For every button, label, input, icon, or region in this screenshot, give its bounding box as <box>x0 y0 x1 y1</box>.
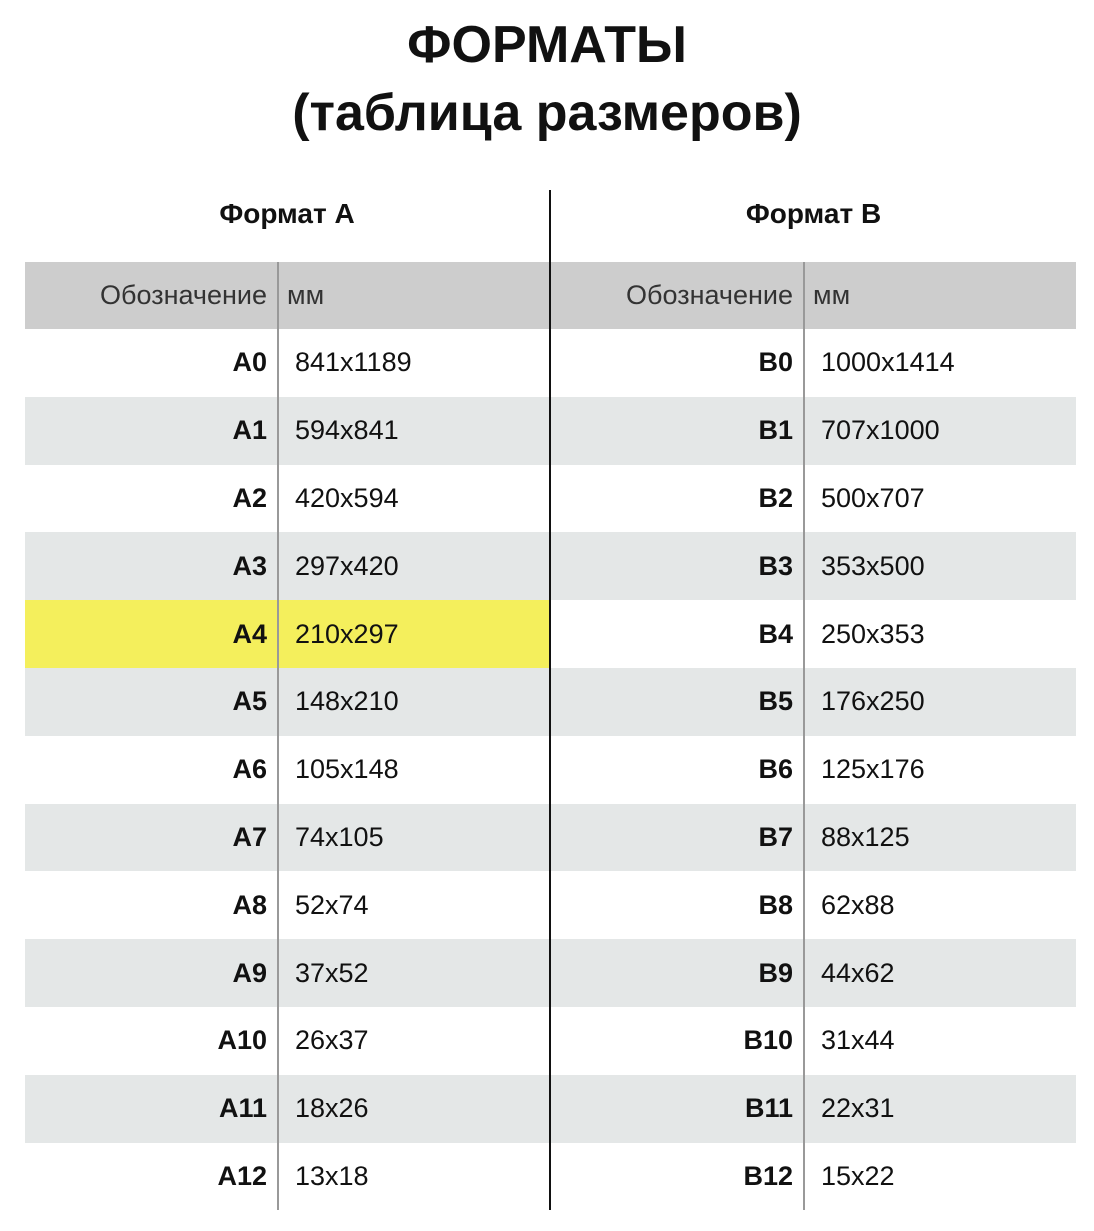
format-name: B1 <box>758 415 793 446</box>
table-row: A8 52x74 <box>25 871 549 940</box>
format-size: 26x37 <box>277 1006 369 1075</box>
format-name: A4 <box>232 618 267 649</box>
format-size: 210x297 <box>277 600 399 668</box>
format-name: B12 <box>743 1160 793 1191</box>
table-row: B11 22x31 <box>551 1074 1076 1143</box>
format-size: 52x74 <box>277 871 369 940</box>
format-size: 88x125 <box>803 803 910 872</box>
format-name: A10 <box>217 1025 267 1056</box>
format-size: 707x1000 <box>803 396 940 465</box>
format-name: B10 <box>743 1025 793 1056</box>
format-size: 125x176 <box>803 735 925 804</box>
header-mm: мм <box>803 262 850 329</box>
table-row: B4 250x353 <box>551 600 1076 668</box>
format-name: A3 <box>232 550 267 581</box>
format-name: A12 <box>217 1160 267 1191</box>
format-size: 297x420 <box>277 532 399 601</box>
table-row: B8 62x88 <box>551 871 1076 940</box>
table-row: B10 31x44 <box>551 1006 1076 1075</box>
format-size: 420x594 <box>277 464 399 533</box>
table-divider <box>549 190 551 1210</box>
table-row: B5 176x250 <box>551 667 1076 736</box>
table-row: B9 44x62 <box>551 939 1076 1007</box>
table-row: A3 297x420 <box>25 532 549 601</box>
table-row: B3 353x500 <box>551 532 1076 601</box>
table-row: A7 74x105 <box>25 803 549 872</box>
table-row: A11 18x26 <box>25 1074 549 1143</box>
format-name: B5 <box>758 686 793 717</box>
table-row: B12 15x22 <box>551 1142 1076 1211</box>
format-name: A1 <box>232 415 267 446</box>
table-row: A5 148x210 <box>25 667 549 736</box>
format-name: B6 <box>758 754 793 785</box>
table-row: A10 26x37 <box>25 1006 549 1075</box>
page-title: ФОРМАТЫ <box>407 16 687 74</box>
format-name: A7 <box>232 821 267 852</box>
format-size: 594x841 <box>277 396 399 465</box>
format-size: 62x88 <box>803 871 895 940</box>
table-row: A12 13x18 <box>25 1142 549 1211</box>
table-caption: Формат А <box>219 198 355 229</box>
format-size: 37x52 <box>277 939 369 1007</box>
format-name: B3 <box>758 550 793 581</box>
table-row: A2 420x594 <box>25 464 549 533</box>
table-row: B6 125x176 <box>551 735 1076 804</box>
page-subtitle: (таблица размеров) <box>292 84 802 142</box>
table-row: B0 1000x1414 <box>551 329 1076 397</box>
format-size: 353x500 <box>803 532 925 601</box>
format-size: 44x62 <box>803 939 895 1007</box>
format-size: 841x1189 <box>277 329 412 397</box>
format-size: 105x148 <box>277 735 399 804</box>
header-designation: Обозначение <box>100 280 267 310</box>
table-row: B1 707x1000 <box>551 396 1076 465</box>
format-name: A8 <box>232 889 267 920</box>
format-name: A11 <box>218 1093 267 1124</box>
format-name: A2 <box>232 482 267 513</box>
format-name: A5 <box>232 686 267 717</box>
format-name: B0 <box>758 347 793 378</box>
table-header: Обозначение мм <box>551 262 1076 329</box>
format-size: 15x22 <box>803 1142 895 1211</box>
table-format-a: Формат А Обозначение мм A0 841x1189 A1 594x84… <box>25 190 549 1211</box>
table-row: A1 594x841 <box>25 396 549 465</box>
table-format-b: Формат В Обозначение мм B0 1000x1414 B1 707x1… <box>551 190 1076 1211</box>
table-header: Обозначение мм <box>25 262 549 329</box>
format-size: 148x210 <box>277 667 399 736</box>
format-size: 18x26 <box>277 1074 369 1143</box>
header-mm: мм <box>277 262 324 329</box>
format-name: A0 <box>232 347 267 378</box>
format-size: 13x18 <box>277 1142 369 1211</box>
format-size: 500x707 <box>803 464 925 533</box>
format-size: 74x105 <box>277 803 384 872</box>
format-size: 250x353 <box>803 600 925 668</box>
format-size: 31x44 <box>803 1006 895 1075</box>
format-name: A9 <box>232 957 267 988</box>
format-size: 1000x1414 <box>803 329 955 397</box>
table-row: A6 105x148 <box>25 735 549 804</box>
format-name: B11 <box>744 1093 793 1124</box>
table-row: A0 841x1189 <box>25 329 549 397</box>
table-row: A9 37x52 <box>25 939 549 1007</box>
format-name: B2 <box>758 482 793 513</box>
format-name: A6 <box>232 754 267 785</box>
format-name: B8 <box>758 889 793 920</box>
format-size: 22x31 <box>803 1074 895 1143</box>
format-name: B9 <box>758 957 793 988</box>
format-name: B4 <box>758 618 793 649</box>
table-caption: Формат В <box>745 198 882 229</box>
table-row: B2 500x707 <box>551 464 1076 533</box>
table-row: B7 88x125 <box>551 803 1076 872</box>
format-size: 176x250 <box>803 667 925 736</box>
table-row: A4 210x297 <box>25 600 549 668</box>
format-name: B7 <box>758 821 793 852</box>
header-designation: Обозначение <box>626 280 793 310</box>
